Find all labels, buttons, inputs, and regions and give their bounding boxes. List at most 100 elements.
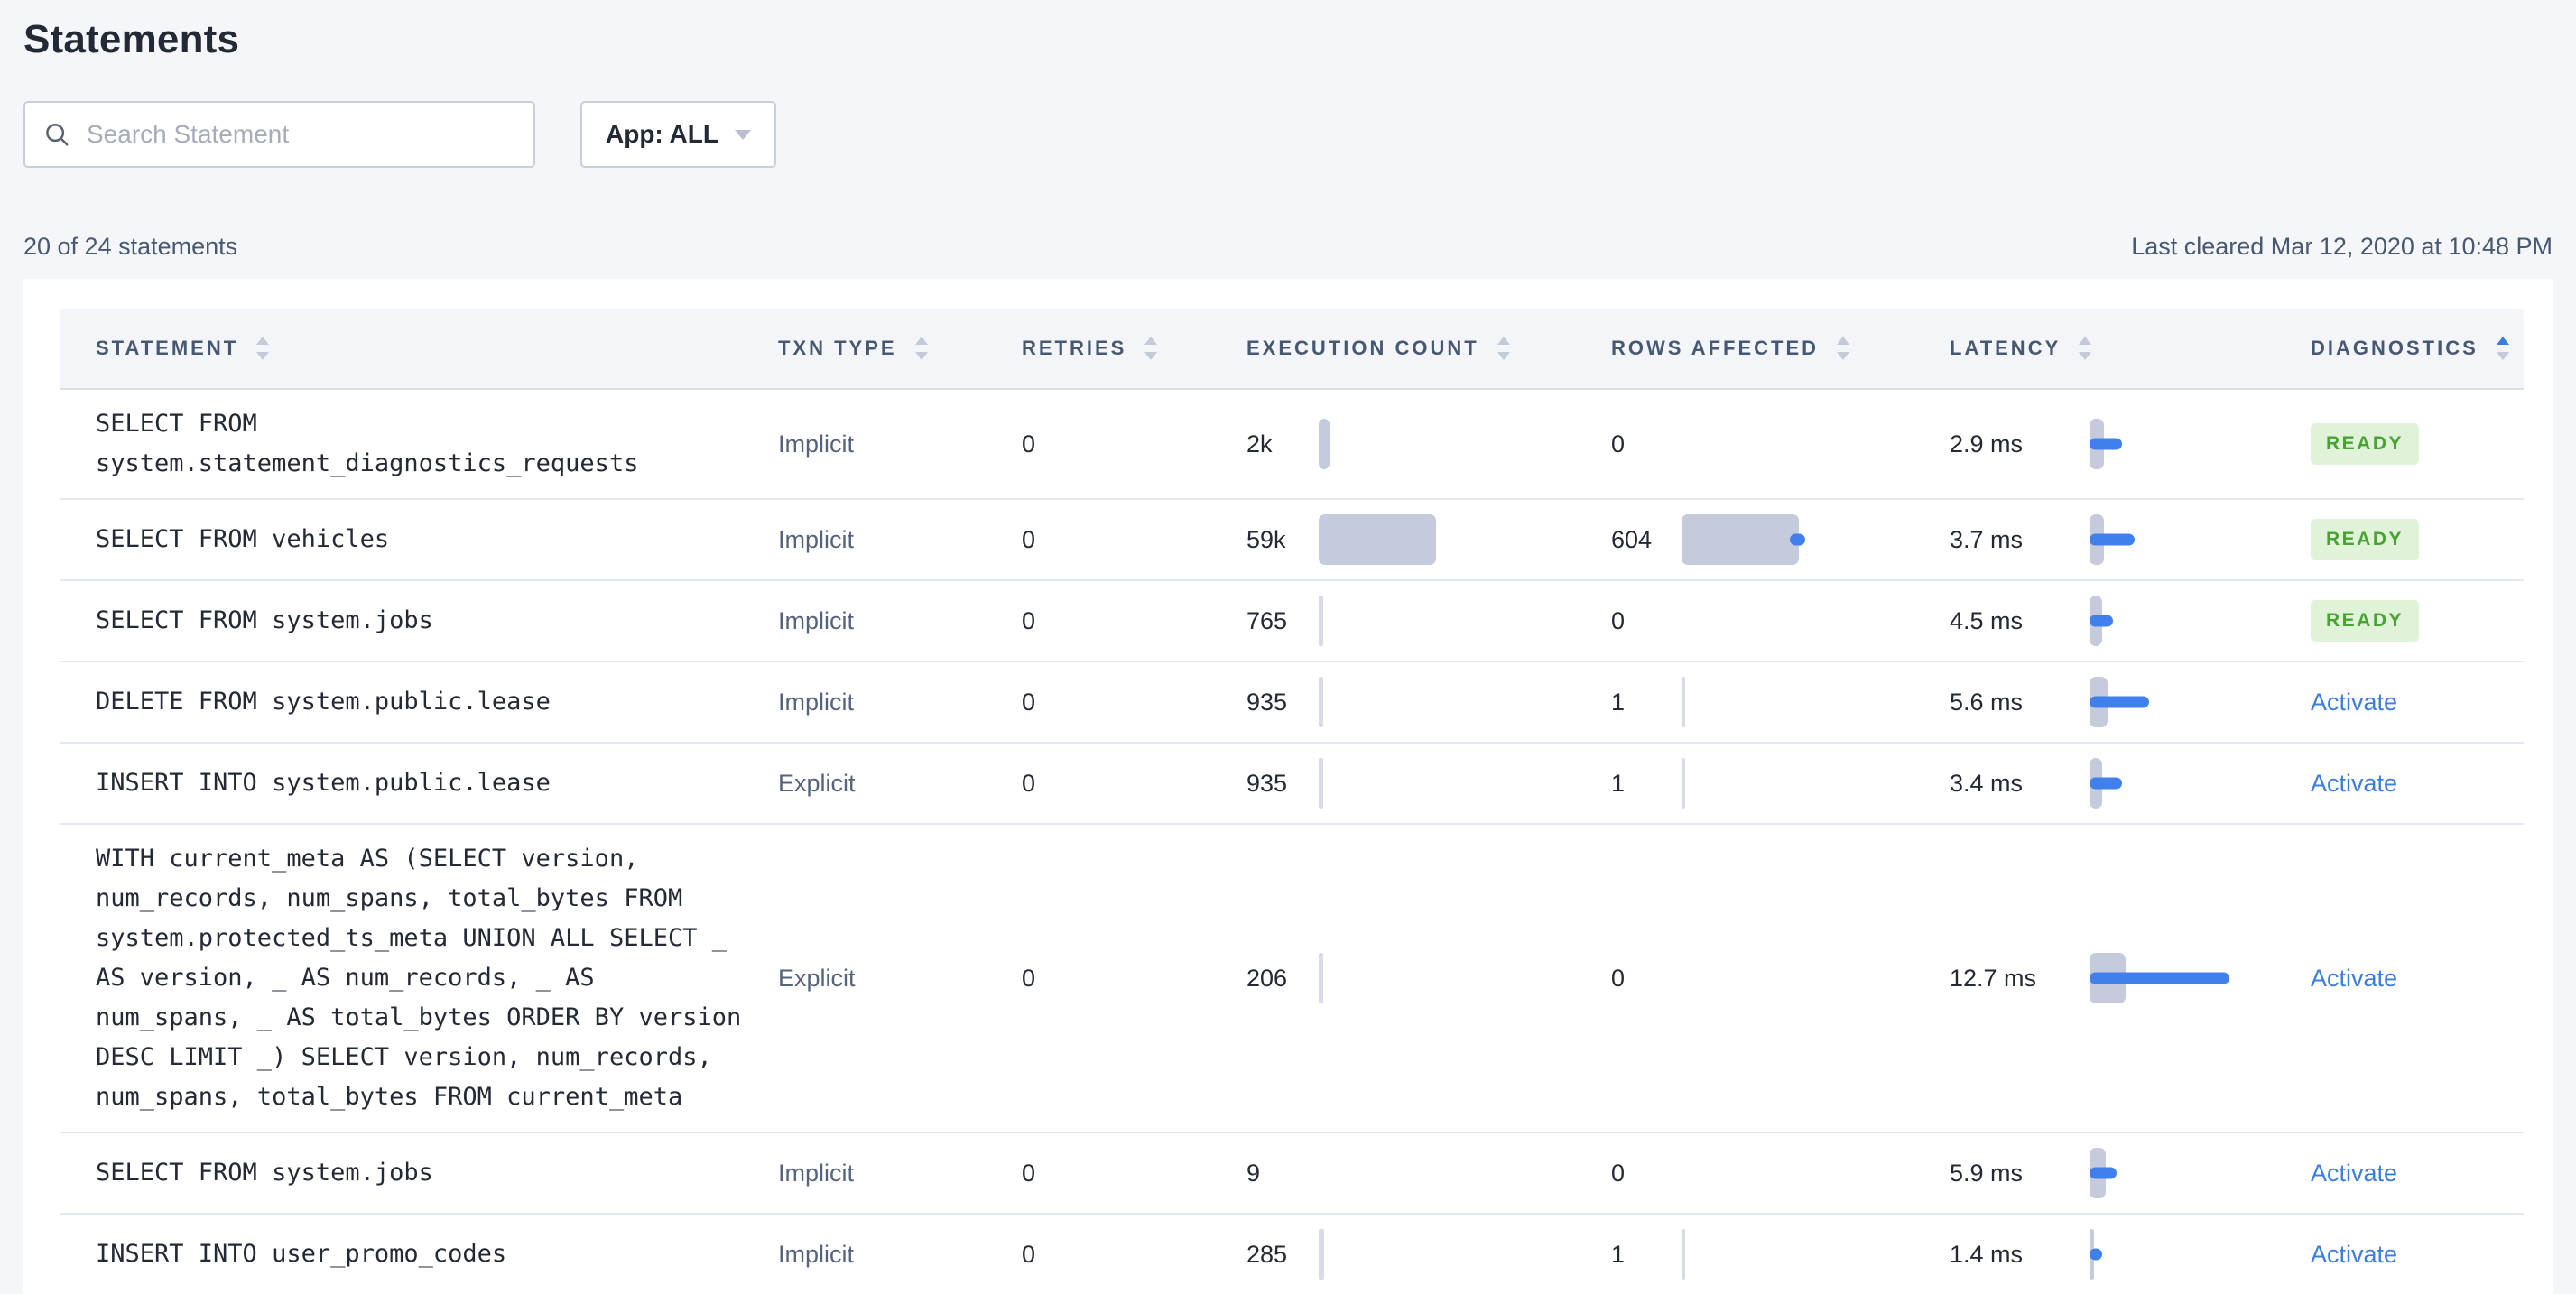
sort-asc-icon — [2079, 337, 2092, 345]
bar-segment — [1319, 677, 1323, 727]
rows-affected-bar — [1682, 953, 1950, 1003]
latency-value: 3.7 ms — [1950, 525, 2024, 553]
latency-cell: 3.7 ms — [1950, 514, 2311, 565]
column-header-rows-affected[interactable]: ROWS AFFECTED — [1611, 337, 1950, 360]
bar-segment — [1319, 419, 1330, 469]
latency-cell: 2.9 ms — [1950, 419, 2311, 469]
column-header-retries[interactable]: RETRIES — [1022, 337, 1246, 360]
latency-mean-bar — [2090, 777, 2122, 790]
sort-arrows-icon — [1144, 337, 1158, 360]
latency-cell: 12.7 ms — [1950, 953, 2311, 1003]
table-row: SELECT FROM vehicles Implicit 0 59k 604 3.7 m… — [60, 498, 2524, 579]
rows-affected-value: 1 — [1611, 1240, 1626, 1268]
latency-cell: 1.4 ms — [1950, 1229, 2311, 1280]
diagnostics-cell: Activate — [2311, 758, 2524, 809]
table-row: WITH current_meta AS (SELECT version, nu… — [60, 823, 2524, 1132]
execution-count-cell: 206 — [1246, 953, 1611, 1003]
page-title: Statements — [23, 17, 240, 61]
diagnostics-cell: READY — [2311, 514, 2524, 565]
sort-desc-icon — [1837, 352, 1850, 360]
txn-type-cell: Implicit — [778, 430, 855, 458]
sort-asc-icon — [1496, 337, 1510, 345]
latency-bar — [2090, 758, 2311, 809]
execution-count-cell: 2k — [1246, 419, 1611, 469]
sort-arrows-icon — [1496, 337, 1510, 360]
latency-value: 12.7 ms — [1950, 964, 2037, 992]
txn-type-cell: Implicit — [778, 525, 855, 553]
rows-affected-cell: 0 — [1611, 953, 1950, 1003]
statement-cell[interactable]: DELETE FROM system.public.lease — [96, 688, 551, 716]
rows-affected-bar — [1682, 677, 1950, 727]
sort-asc-icon — [256, 337, 270, 345]
rows-affected-value: 0 — [1611, 964, 1626, 992]
latency-value: 2.9 ms — [1950, 430, 2024, 458]
diagnostics-ready-badge[interactable]: READY — [2311, 600, 2420, 642]
rows-affected-cell: 604 — [1611, 514, 1950, 565]
column-header-txn-type[interactable]: TXN TYPE — [778, 337, 1022, 360]
latency-bar — [2090, 419, 2311, 469]
latency-bar — [2090, 514, 2311, 565]
app-filter-dropdown[interactable]: App: ALL — [580, 101, 776, 168]
rows-affected-bar — [1682, 1148, 1950, 1198]
diagnostics-ready-badge[interactable]: READY — [2311, 423, 2420, 465]
txn-type-cell: Explicit — [778, 769, 856, 797]
execution-count-cell: 765 — [1246, 596, 1611, 646]
statements-table: STATEMENT TXN TYPE RETRIES EXECUTION COUNT R… — [60, 309, 2524, 1294]
latency-mean-bar — [2090, 438, 2122, 450]
diagnostics-cell: Activate — [2311, 677, 2524, 727]
column-header-statement[interactable]: STATEMENT — [60, 337, 778, 360]
execution-count-value: 2k — [1246, 430, 1273, 458]
rows-affected-cell: 1 — [1611, 677, 1950, 727]
sort-desc-icon — [2496, 352, 2509, 360]
latency-bar — [2090, 596, 2311, 646]
execution-count-bar — [1319, 1229, 1611, 1280]
activate-diagnostics-link[interactable]: Activate — [2311, 964, 2398, 992]
activate-diagnostics-link[interactable]: Activate — [2311, 688, 2398, 716]
column-header-diagnostics[interactable]: DIAGNOSTICS — [2311, 337, 2524, 360]
diagnostics-ready-badge[interactable]: READY — [2311, 519, 2420, 560]
execution-count-bar — [1319, 953, 1611, 1003]
latency-bar — [2090, 677, 2311, 727]
column-label: ROWS AFFECTED — [1611, 337, 1820, 359]
txn-type-cell: Implicit — [778, 1240, 855, 1268]
column-header-execution-count[interactable]: EXECUTION COUNT — [1246, 337, 1611, 360]
last-cleared: Last cleared Mar 12, 2020 at 10:48 PM — [2131, 233, 2553, 260]
rows-affected-bar — [1682, 758, 1950, 809]
latency-cell: 3.4 ms — [1950, 758, 2311, 809]
sort-asc-icon — [1837, 337, 1850, 345]
latency-value: 1.4 ms — [1950, 1240, 2024, 1268]
statement-cell[interactable]: INSERT INTO system.public.lease — [96, 769, 551, 797]
latency-cell: 4.5 ms — [1950, 596, 2311, 646]
latency-cell: 5.9 ms — [1950, 1148, 2311, 1198]
sort-arrows-icon — [256, 337, 270, 360]
column-header-latency[interactable]: LATENCY — [1950, 337, 2311, 360]
bar-segment — [1682, 1229, 1685, 1280]
execution-count-cell: 9 — [1246, 1148, 1611, 1198]
latency-mean-bar — [2090, 533, 2135, 546]
statement-cell[interactable]: WITH current_meta AS (SELECT version, nu… — [96, 845, 742, 1111]
rows-affected-value: 604 — [1611, 525, 1653, 553]
statements-table-card: STATEMENT TXN TYPE RETRIES EXECUTION COUNT R… — [23, 279, 2553, 1294]
txn-type-cell: Implicit — [778, 606, 855, 634]
latency-bar — [2090, 1229, 2311, 1280]
retries-cell: 0 — [1022, 1159, 1036, 1187]
sort-arrows-icon — [1837, 337, 1850, 360]
latency-mean-bar — [2090, 615, 2113, 627]
statement-cell[interactable]: SELECT FROM vehicles — [96, 525, 390, 553]
diagnostics-cell: READY — [2311, 419, 2524, 469]
statement-cell[interactable]: SELECT FROM system.statement_diagnostics… — [96, 410, 639, 477]
execution-count-value: 206 — [1246, 964, 1288, 992]
sort-desc-icon — [1144, 352, 1158, 360]
latency-bar — [2090, 1148, 2311, 1198]
bar-segment — [1319, 758, 1323, 809]
search-input[interactable] — [85, 119, 515, 150]
activate-diagnostics-link[interactable]: Activate — [2311, 1240, 2398, 1268]
activate-diagnostics-link[interactable]: Activate — [2311, 1159, 2398, 1187]
activate-diagnostics-link[interactable]: Activate — [2311, 769, 2398, 797]
statement-cell[interactable]: SELECT FROM system.jobs — [96, 606, 433, 634]
diagnostics-cell: Activate — [2311, 1229, 2524, 1280]
statement-cell[interactable]: INSERT INTO user_promo_codes — [96, 1240, 507, 1268]
statement-cell[interactable]: SELECT FROM system.jobs — [96, 1159, 433, 1187]
sort-asc-icon — [914, 337, 928, 345]
rows-affected-value: 0 — [1611, 1159, 1626, 1187]
